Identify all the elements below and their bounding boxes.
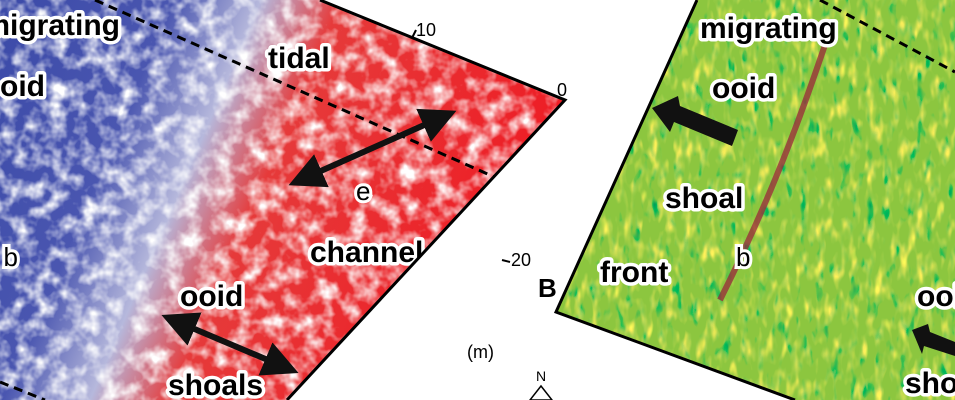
label: front	[600, 256, 668, 289]
scale-label: 0	[557, 80, 567, 100]
label: b	[736, 242, 750, 272]
scale-label: 20	[511, 250, 531, 270]
panel-border	[553, 0, 796, 400]
label: channel	[310, 236, 423, 269]
scale: 10 0 20 (m)	[411, 20, 567, 362]
label: ooid	[712, 72, 775, 105]
label: shoals	[168, 369, 263, 400]
panel-border	[285, 0, 568, 400]
label: migrating	[0, 9, 120, 42]
label: e	[356, 176, 370, 206]
label: tidal	[268, 42, 330, 75]
label: shoals	[905, 367, 955, 400]
label: b	[4, 242, 18, 272]
label: ooid	[180, 280, 243, 313]
north-label: N	[536, 368, 546, 384]
panel-letter: B	[538, 273, 557, 303]
north-arrow: N	[529, 368, 553, 400]
label: shoal	[665, 182, 743, 215]
scale-label: (m)	[467, 342, 494, 362]
label: migrating	[700, 12, 837, 45]
label: ooid	[0, 70, 45, 103]
panel-b: migrating ooid shoal b front ooid shoals	[556, 0, 955, 400]
scale-label: 10	[416, 20, 436, 40]
label: ooid	[917, 280, 955, 313]
panel-a: migrating ooid tidal e b channel ooid sh…	[0, 0, 565, 400]
